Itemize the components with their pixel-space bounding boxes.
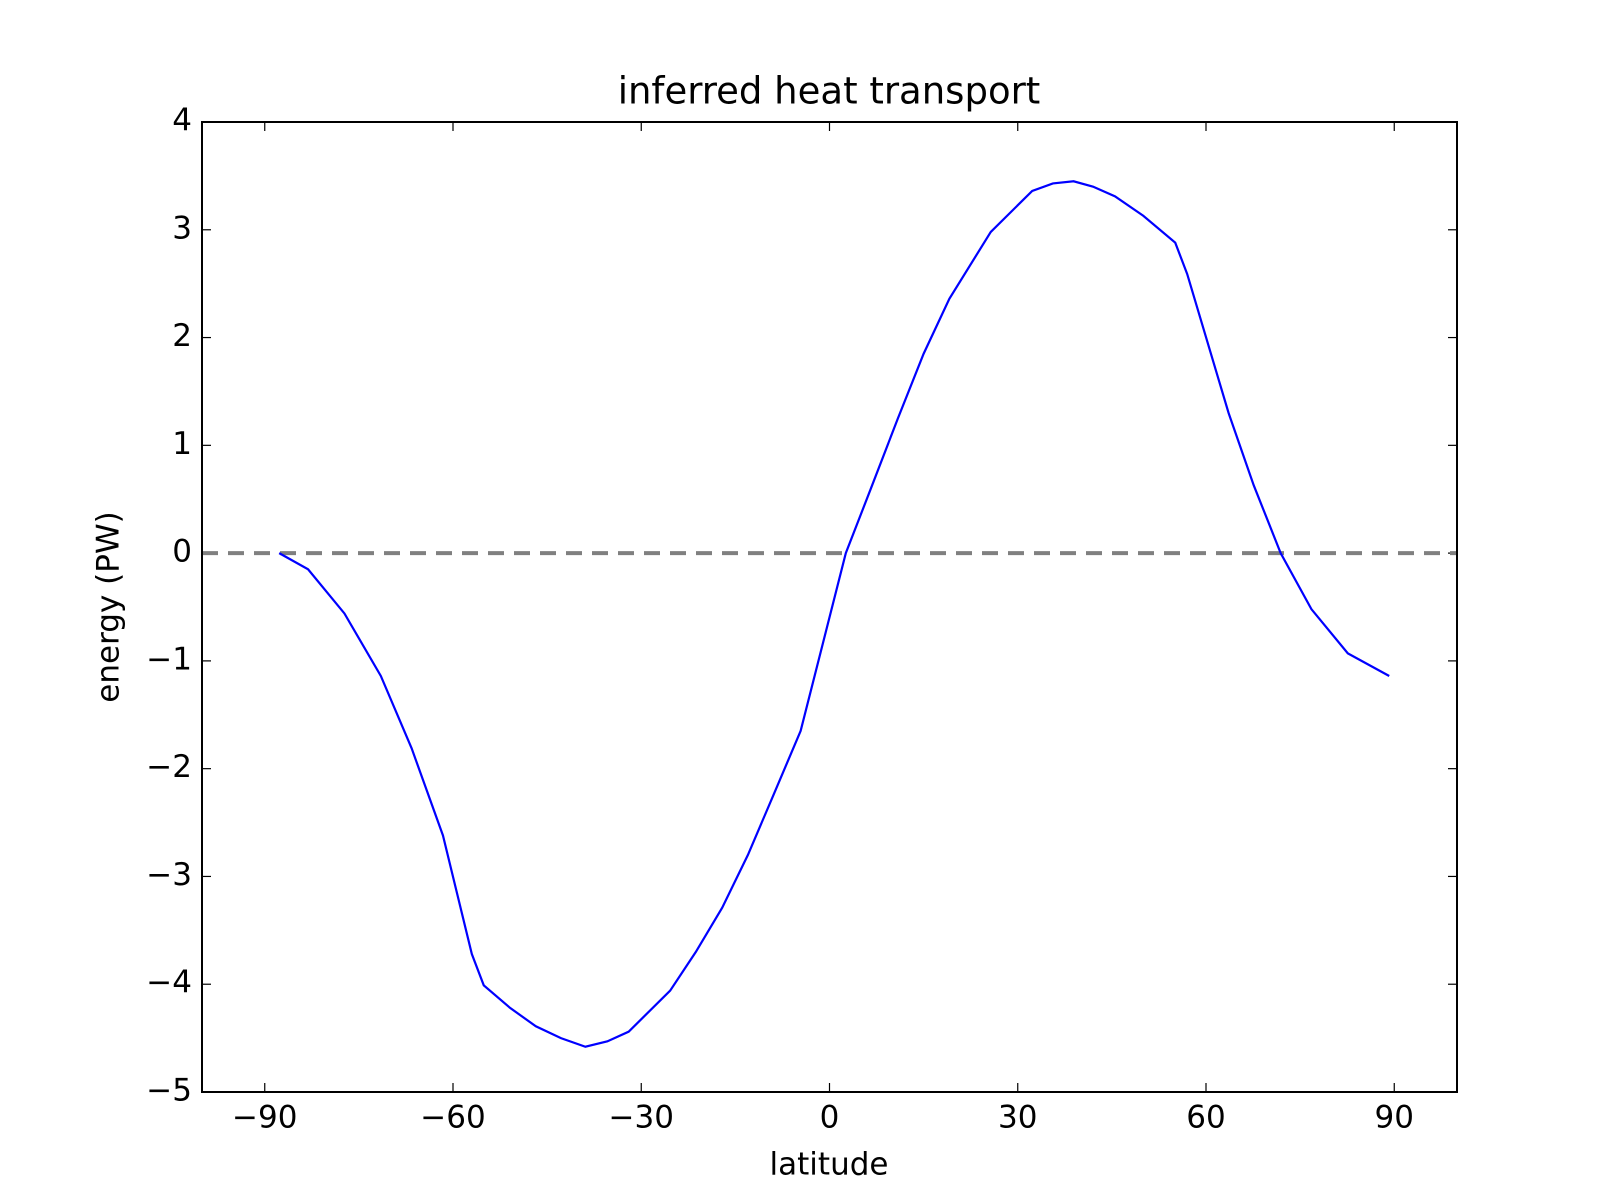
y-tick-label: 3 — [172, 210, 192, 246]
x-axis-label: latitude — [770, 1147, 889, 1183]
y-tick-label: 0 — [172, 534, 192, 570]
x-tick-label: −30 — [609, 1100, 674, 1136]
x-tick-label: −90 — [232, 1100, 297, 1136]
y-tick-label: −4 — [146, 965, 192, 1001]
x-tick-label: 60 — [1186, 1100, 1225, 1136]
chart-title: inferred heat transport — [618, 70, 1041, 113]
plot-frame — [201, 121, 1458, 1093]
x-tick-label: 30 — [998, 1100, 1037, 1136]
y-tick-label: 4 — [172, 103, 192, 139]
y-tick-label: −3 — [146, 857, 192, 893]
y-axis-label: energy (PW) — [91, 511, 127, 702]
y-tick-label: −2 — [146, 749, 192, 785]
data-line — [278, 180, 1390, 1048]
x-tick-label: −60 — [420, 1100, 485, 1136]
x-tick-label: 90 — [1375, 1100, 1414, 1136]
x-tick-label: 0 — [820, 1100, 840, 1136]
y-tick-label: −1 — [146, 641, 192, 677]
y-tick-label: 2 — [172, 318, 192, 354]
y-tick-label: 1 — [172, 426, 192, 462]
y-tick-label: −5 — [146, 1073, 192, 1109]
